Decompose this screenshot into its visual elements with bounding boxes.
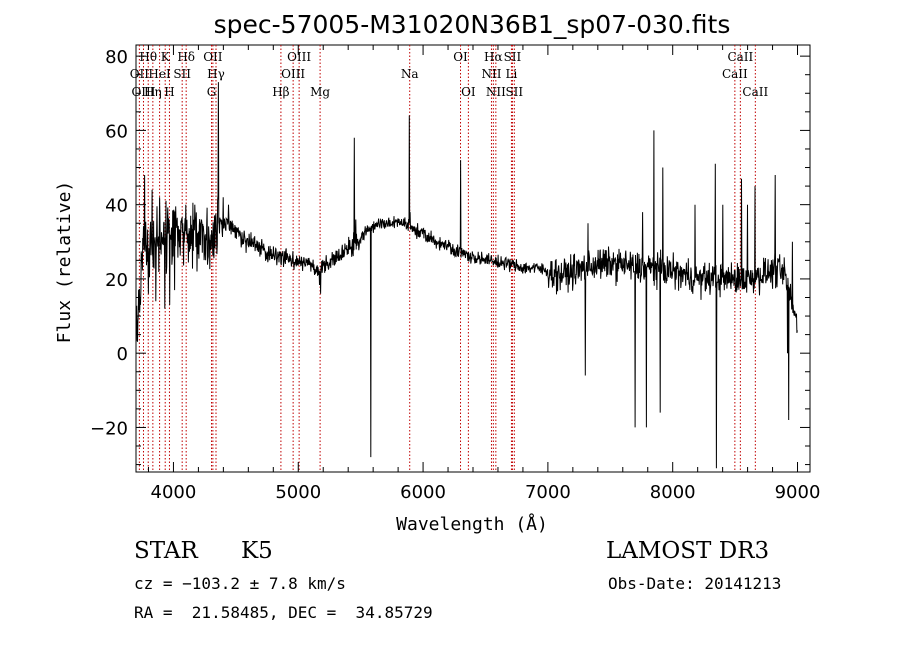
x-tick-label: 8000 — [650, 482, 696, 503]
spectral-line-label: Hγ — [207, 67, 225, 81]
spectral-line-label: H — [164, 85, 174, 99]
x-tick-label: 6000 — [400, 482, 446, 503]
chart-title: spec-57005-M31020N36B1_sp07-030.fits — [214, 10, 731, 39]
spectral-line-label: Hβ — [272, 85, 289, 99]
spectral-line-label: CaII — [742, 85, 768, 99]
spectral-line-label: OI — [453, 50, 468, 64]
spectrum-line — [135, 82, 798, 469]
y-tick-label: 40 — [105, 196, 128, 217]
plot-frame — [135, 44, 811, 473]
object-class: STAR — [134, 538, 198, 564]
spectral-line-label: Li — [506, 67, 518, 81]
redshift-cz: cz = −103.2 ± 7.8 km/s — [134, 574, 346, 593]
spectral-line-label: SII — [505, 85, 523, 99]
spectral-line-label: SII — [173, 67, 191, 81]
x-tick-label: 5000 — [275, 482, 321, 503]
x-tick-label: 4000 — [151, 482, 197, 503]
spectral-line-label: NII — [486, 85, 506, 99]
spectral-line-label: Hα — [484, 50, 503, 64]
spectral-line-label: HeI — [148, 67, 171, 81]
spectral-line-label: Mg — [310, 85, 330, 99]
x-axis-label: Wavelength (Å) — [396, 513, 548, 535]
spectral-line-label: OIII — [281, 67, 305, 81]
spectral-line-label: Hδ — [177, 50, 195, 64]
spectral-line-label: Hθ — [139, 50, 157, 64]
y-axis-ticks: −20 0 20 40 60 80 — [90, 47, 810, 466]
y-tick-label: 60 — [105, 121, 128, 142]
y-tick-label: 80 — [105, 47, 128, 68]
x-axis-ticks: 4000 5000 6000 7000 8000 9000 — [147, 45, 821, 503]
spectral-line-label: NII — [481, 67, 501, 81]
y-axis-label: Flux (relative) — [54, 181, 75, 344]
observation-date: Obs-Date: 20141213 — [608, 574, 782, 593]
spectral-line-label: OII — [203, 50, 223, 64]
spectral-line-label: K — [161, 50, 171, 64]
y-tick-label: 20 — [105, 270, 128, 291]
spectral-line-label: CaII — [727, 50, 753, 64]
spectral-line-label: OI — [461, 85, 476, 99]
object-subclass: K5 — [241, 538, 273, 564]
spectral-line-label: Na — [401, 67, 419, 81]
y-tick-label: −20 — [90, 418, 128, 439]
spectral-line-label: OIII — [287, 50, 311, 64]
spectral-line-label: OII — [130, 67, 150, 81]
y-tick-label: 0 — [117, 344, 128, 365]
spectral-line-label: CaII — [722, 67, 748, 81]
spectral-line-label: G — [207, 85, 217, 99]
coordinates: RA = 21.58485, DEC = 34.85729 — [134, 603, 433, 622]
x-tick-label: 9000 — [775, 482, 821, 503]
spectral-line-label: OIII — [131, 85, 155, 99]
x-tick-label: 7000 — [525, 482, 571, 503]
spectral-line-label: Hη — [144, 85, 162, 99]
survey-name: LAMOST DR3 — [606, 538, 770, 564]
spectral-line-label: SII — [504, 50, 522, 64]
